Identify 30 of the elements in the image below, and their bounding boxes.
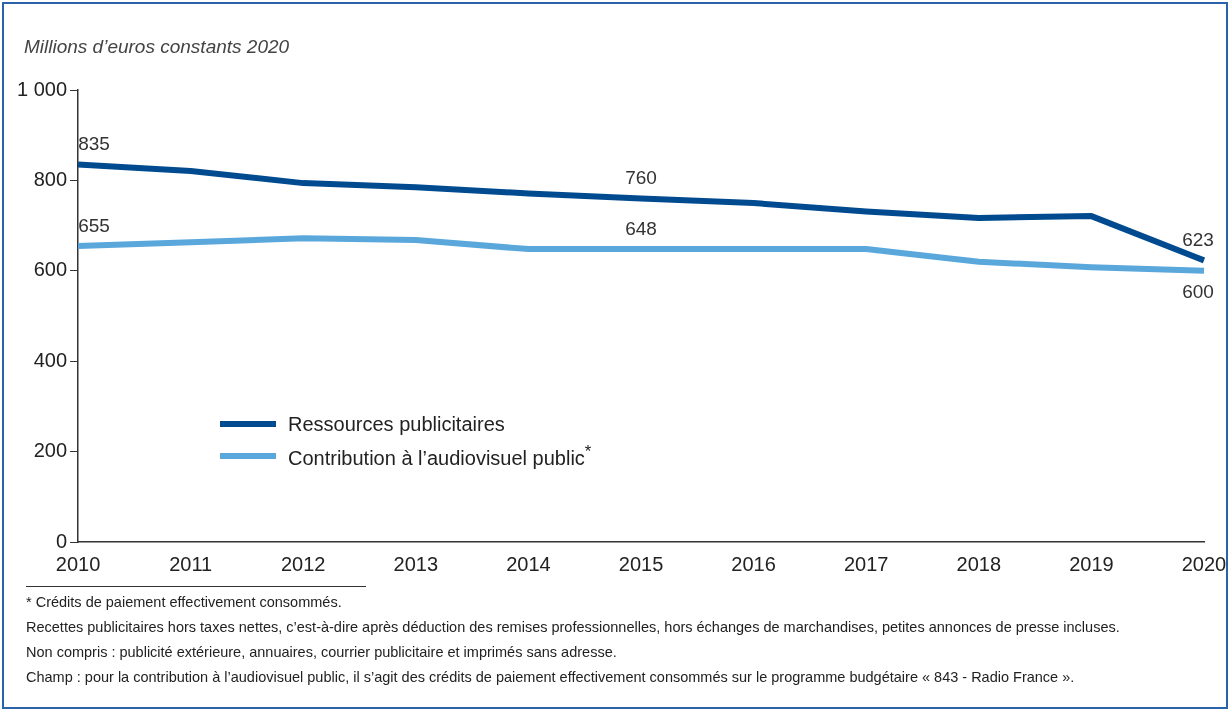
legend-label: Ressources publicitaires [288,412,505,436]
data-label: 600 [1182,280,1214,302]
x-tick-label: 2016 [731,552,776,575]
x-tick-label: 2015 [618,552,664,575]
x-tick-label: 2014 [506,552,551,575]
data-label: 655 [78,214,110,236]
text: Recettes publicitaires hors taxes nettes, c’est-à-dire après déduction des remises professionnelles, hors échanges de marchandises, petites annonces de presse incluses. [26,618,1120,637]
legend-label: Contribution à l’audiovisuel public$^{*}$ [288,442,592,470]
x-tick-label: 2018 [956,552,1002,575]
x-tick-label: 2019 [1069,552,1114,575]
x-tick-label: 2010 [55,552,101,575]
text: Champ : pour la contribution à l’audiovisuel public, il s’agit des crédits de paiement effectivement consommés sur le programme budgétaire « 843 - Radio France ». [26,668,1076,687]
x-tick-label: 2020 [1181,552,1227,575]
x-tick-label: 2013 [393,552,439,575]
y-axis-title: Millions d’euros constants 2020 [24,36,290,58]
data-label: 623 [1182,229,1214,251]
x-tick-label: 2012 [280,552,326,575]
data-label: 648 [625,217,657,239]
y-tick-label: 200 [33,439,68,462]
x-tick-label: 2011 [169,552,213,575]
text: * Crédits de paiement effectivement consommés. [26,593,343,612]
y-tick-label: 0 [55,529,68,552]
y-tick-label: 1 000 [16,77,68,100]
data-label: 760 [625,167,657,189]
x-tick-label: 2017 [843,552,889,575]
y-tick-label: 800 [33,167,68,190]
y-tick-label: 400 [33,348,68,371]
y-tick-label: 600 [33,258,68,281]
data-label: 835 [78,133,110,155]
text: Non compris : publicité extérieure, annuaires, courrier publicitaire et imprimés sans adresse. [26,643,618,662]
